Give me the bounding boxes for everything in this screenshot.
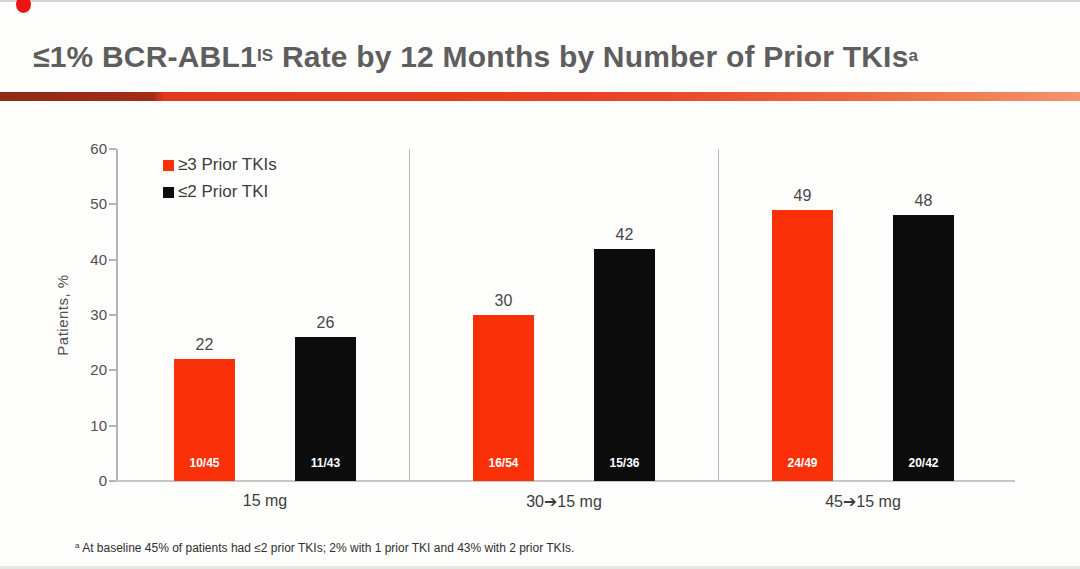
group-divider-line (718, 149, 719, 481)
y-axis-tick-label: 10 (67, 417, 107, 434)
bar-fraction-label: 15/36 (594, 456, 655, 470)
x-axis-baseline (116, 480, 1015, 482)
chart-legend: ≥3 Prior TKIs ≤2 Prior TKI (163, 155, 277, 209)
legend-item: ≥3 Prior TKIs (163, 155, 277, 175)
footnote: a At baseline 45% of patients had ≤2 pri… (75, 541, 574, 555)
footnote-text: At baseline 45% of patients had ≤2 prior… (79, 541, 574, 555)
y-axis-tick (109, 369, 116, 371)
bar-value-label: 42 (585, 226, 665, 244)
y-axis-line (116, 149, 118, 482)
y-axis-tick (109, 480, 116, 482)
y-axis-tick-label: 50 (67, 195, 107, 212)
legend-label: ≤2 Prior TKI (178, 182, 268, 202)
bar-value-label: 22 (165, 336, 245, 354)
y-axis-tick-label: 40 (67, 251, 107, 268)
bar-fraction-label: 10/45 (174, 456, 235, 470)
bar-black (594, 249, 655, 481)
y-axis-tick (109, 259, 116, 261)
x-axis-category-label: 45➔15 mg (783, 492, 943, 511)
bar-red (772, 210, 833, 481)
y-axis-tick (109, 203, 116, 205)
bar-fraction-label: 16/54 (473, 456, 534, 470)
bar-black (893, 215, 954, 481)
bar-value-label: 30 (464, 292, 544, 310)
y-axis-tick-label: 0 (67, 472, 107, 489)
y-axis-tick (109, 314, 116, 316)
bar-value-label: 49 (763, 187, 843, 205)
legend-swatch-icon (163, 160, 174, 171)
legend-swatch-icon (163, 187, 174, 198)
y-axis-tick (109, 425, 116, 427)
legend-label: ≥3 Prior TKIs (178, 155, 277, 175)
bar-fraction-label: 24/49 (772, 456, 833, 470)
group-divider-line (409, 149, 410, 481)
legend-item: ≤2 Prior TKI (163, 182, 277, 202)
bar-fraction-label: 11/43 (295, 456, 356, 470)
bar-value-label: 26 (286, 314, 366, 332)
bar-chart: Patients, % ≥3 Prior TKIs≤2 Prior TKI 01… (0, 0, 1080, 569)
x-axis-category-label: 30➔15 mg (484, 492, 644, 511)
y-axis-tick-label: 20 (67, 361, 107, 378)
bar-fraction-label: 20/42 (893, 456, 954, 470)
y-axis-tick-label: 60 (67, 140, 107, 157)
y-axis-tick-label: 30 (67, 306, 107, 323)
y-axis-tick (109, 148, 116, 150)
x-axis-category-label: 15 mg (185, 492, 345, 510)
bar-value-label: 48 (884, 192, 964, 210)
